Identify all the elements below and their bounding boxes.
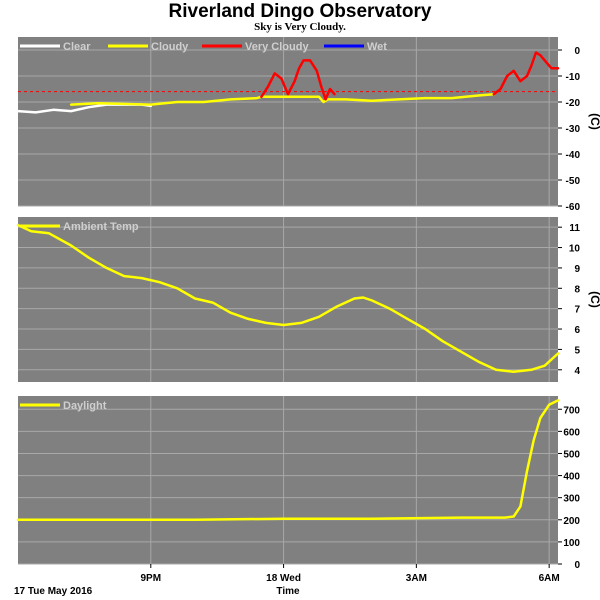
x-tick-label: 18 Wed [266,573,301,584]
ambient-ytick-label: 5 [574,345,580,356]
ambient-ytick-label: 11 [569,223,580,234]
x-tick-label: 6AM [539,573,560,584]
daylight-ytick-label: 0 [574,560,580,571]
sky-ytick-label: 0 [574,46,580,57]
legend-label-wet: Wet [367,41,387,53]
daylight-ytick-label: 700 [563,405,580,416]
sky-series-cloudy [69,92,496,106]
daylight-plot-area [18,396,558,564]
daylight-ytick-label: 500 [563,449,580,460]
sky-y-axis-label: (C) [588,113,600,130]
x-tick-label: 3AM [406,573,427,584]
daylight-ytick-label: 200 [563,516,580,527]
sky-ytick-label: -30 [566,124,581,135]
daylight-ytick-label: 400 [563,472,580,483]
sky-status-subtitle: Sky is Very Cloudy. [254,21,346,33]
footer-date: 17 Tue May 2016 [14,586,93,597]
sky-ytick-label: -40 [566,150,581,161]
daylight-ytick-label: 600 [563,427,580,438]
ambient-plot-area [18,217,558,382]
x-axis-label: Time [276,586,300,597]
legend-label-very-cloudy: Very Cloudy [245,41,309,53]
ambient-ytick-label: 9 [574,264,580,275]
ambient-series-ambient-temp [16,223,560,374]
sky-ytick-label: -60 [566,202,581,213]
daylight-ytick-label: 300 [563,494,580,505]
legend-label-clear: Clear [63,41,91,53]
ambient-ytick-label: 4 [574,366,580,377]
ambient-ytick-label: 10 [569,244,581,255]
daylight-series-daylight [16,399,560,522]
sky-ytick-label: -10 [566,72,581,83]
ambient-ytick-label: 8 [574,284,580,295]
x-tick-label: 9PM [141,573,162,584]
daylight-ytick-label: 100 [563,538,580,549]
sky-plot-area [18,37,558,206]
legend-label-cloudy: Cloudy [151,41,189,53]
sky-series-very-cloudy [492,51,560,96]
sky-ytick-label: -50 [566,176,581,187]
sky-ytick-label: -20 [566,98,581,109]
ambient-y-axis-label: (C) [588,291,600,308]
legend-label-daylight: Daylight [63,400,107,412]
ambient-ytick-label: 6 [574,325,580,336]
ambient-ytick-label: 7 [574,305,580,316]
page-title: Riverland Dingo Observatory [168,1,432,22]
sky-series-very-cloudy [260,59,336,101]
legend-label-ambient-temp: Ambient Temp [63,221,139,233]
